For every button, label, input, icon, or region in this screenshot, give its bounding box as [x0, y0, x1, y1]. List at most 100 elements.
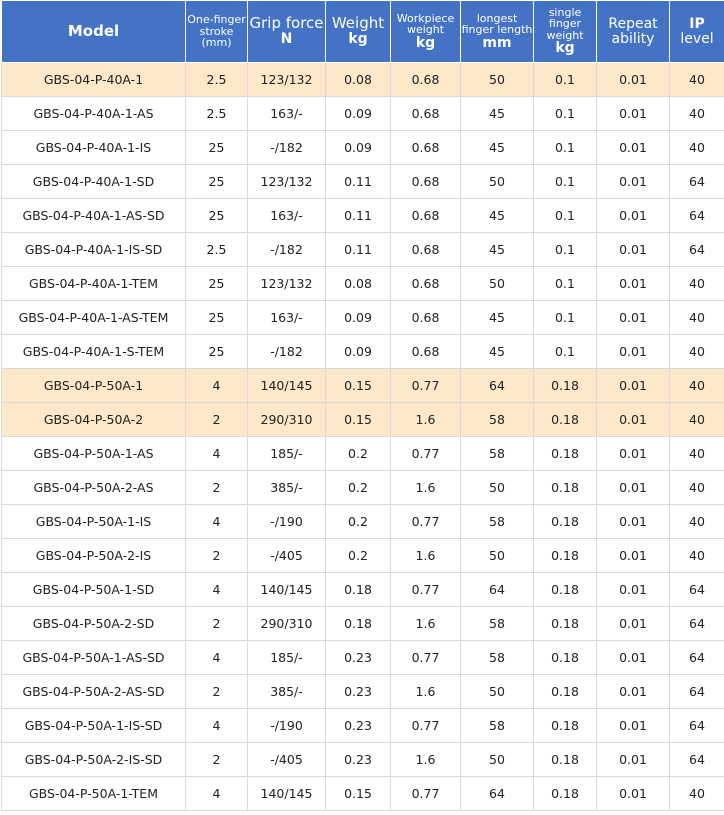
table-row: GBS-04-P-50A-2-SD 2 290/310 0.18 1.6 58 0.18 0.…	[1, 606, 724, 641]
cell-repeatability: 0.01	[596, 436, 670, 471]
cell-stroke: 4	[185, 436, 248, 471]
cell-weight: 0.23	[325, 640, 391, 675]
cell-workpiece-weight: 0.68	[390, 266, 461, 301]
cell-model: GBS-04-P-40A-1-AS-SD	[1, 198, 186, 233]
table-row: GBS-04-P-50A-2-AS 2 385/- 0.2 1.6 50 0.18 0.01 4…	[1, 470, 724, 505]
header-workpiece-weight: Workpiece weight kg	[390, 0, 461, 63]
cell-repeatability: 0.01	[596, 368, 670, 403]
header-repeatability: Repeat ability	[596, 0, 670, 63]
cell-finger-weight: 0.18	[533, 436, 597, 471]
cell-finger-length: 58	[460, 504, 534, 539]
cell-stroke: 25	[185, 300, 248, 335]
cell-weight: 0.23	[325, 742, 391, 777]
cell-weight: 0.18	[325, 606, 391, 641]
cell-grip-force: -/182	[247, 334, 326, 369]
cell-grip-force: -/405	[247, 538, 326, 573]
cell-workpiece-weight: 0.68	[390, 96, 461, 131]
cell-ip-level: 64	[669, 164, 724, 199]
cell-weight: 0.11	[325, 164, 391, 199]
cell-ip-level: 40	[669, 96, 724, 131]
cell-workpiece-weight: 0.68	[390, 300, 461, 335]
cell-weight: 0.23	[325, 674, 391, 709]
cell-repeatability: 0.01	[596, 640, 670, 675]
cell-stroke: 2	[185, 402, 248, 437]
cell-ip-level: 40	[669, 266, 724, 301]
cell-weight: 0.08	[325, 266, 391, 301]
cell-stroke: 2.5	[185, 232, 248, 267]
cell-finger-length: 50	[460, 470, 534, 505]
cell-finger-length: 50	[460, 266, 534, 301]
cell-grip-force: -/190	[247, 708, 326, 743]
header-model: Model	[1, 0, 186, 63]
cell-stroke: 4	[185, 572, 248, 607]
cell-repeatability: 0.01	[596, 402, 670, 437]
cell-repeatability: 0.01	[596, 96, 670, 131]
cell-model: GBS-04-P-40A-1-IS	[1, 130, 186, 165]
cell-model: GBS-04-P-50A-2-SD	[1, 606, 186, 641]
cell-ip-level: 64	[669, 742, 724, 777]
table-row: GBS-04-P-50A-2 2 290/310 0.15 1.6 58 0.18 0.01 4…	[1, 402, 724, 437]
cell-model: GBS-04-P-40A-1-IS-SD	[1, 232, 186, 267]
table-row: GBS-04-P-40A-1-IS-SD 2.5 -/182 0.11 0.68 45 0.…	[1, 232, 724, 267]
cell-workpiece-weight: 0.68	[390, 198, 461, 233]
cell-finger-length: 58	[460, 708, 534, 743]
cell-finger-weight: 0.1	[533, 266, 597, 301]
cell-weight: 0.11	[325, 198, 391, 233]
cell-repeatability: 0.01	[596, 266, 670, 301]
cell-finger-weight: 0.18	[533, 538, 597, 573]
cell-model: GBS-04-P-50A-1-SD	[1, 572, 186, 607]
cell-finger-weight: 0.1	[533, 198, 597, 233]
cell-ip-level: 40	[669, 538, 724, 573]
cell-weight: 0.23	[325, 708, 391, 743]
cell-workpiece-weight: 0.77	[390, 572, 461, 607]
cell-repeatability: 0.01	[596, 334, 670, 369]
cell-finger-weight: 0.18	[533, 776, 597, 811]
cell-weight: 0.09	[325, 334, 391, 369]
cell-ip-level: 64	[669, 674, 724, 709]
cell-ip-level: 64	[669, 232, 724, 267]
cell-ip-level: 40	[669, 504, 724, 539]
cell-repeatability: 0.01	[596, 232, 670, 267]
cell-workpiece-weight: 0.68	[390, 164, 461, 199]
cell-ip-level: 40	[669, 300, 724, 335]
cell-finger-length: 64	[460, 572, 534, 607]
cell-grip-force: 123/132	[247, 266, 326, 301]
cell-workpiece-weight: 0.77	[390, 368, 461, 403]
cell-stroke: 2	[185, 674, 248, 709]
cell-finger-length: 50	[460, 164, 534, 199]
cell-weight: 0.2	[325, 504, 391, 539]
cell-stroke: 4	[185, 708, 248, 743]
cell-stroke: 25	[185, 334, 248, 369]
cell-finger-length: 45	[460, 198, 534, 233]
table-row: GBS-04-P-40A-1-TEM 25 123/132 0.08 0.68 50 0.1…	[1, 266, 724, 301]
cell-model: GBS-04-P-50A-2-AS-SD	[1, 674, 186, 709]
header-grip-force: Grip force N	[247, 0, 326, 63]
cell-grip-force: 185/-	[247, 436, 326, 471]
cell-finger-length: 58	[460, 640, 534, 675]
header-row: Model One-finger stroke (mm) Grip force …	[1, 0, 724, 63]
cell-weight: 0.09	[325, 130, 391, 165]
cell-finger-weight: 0.1	[533, 62, 597, 97]
cell-finger-length: 64	[460, 776, 534, 811]
cell-weight: 0.15	[325, 402, 391, 437]
cell-weight: 0.2	[325, 538, 391, 573]
cell-finger-weight: 0.18	[533, 640, 597, 675]
header-finger-length: longest finger length mm	[460, 0, 534, 63]
cell-stroke: 4	[185, 368, 248, 403]
cell-workpiece-weight: 1.6	[390, 402, 461, 437]
cell-finger-weight: 0.18	[533, 674, 597, 709]
cell-grip-force: 163/-	[247, 300, 326, 335]
cell-finger-length: 45	[460, 300, 534, 335]
cell-weight: 0.09	[325, 96, 391, 131]
cell-ip-level: 64	[669, 640, 724, 675]
header-ip-level: IP level	[669, 0, 724, 63]
table-row: GBS-04-P-50A-2-IS 2 -/405 0.2 1.6 50 0.18 0.01 4…	[1, 538, 724, 573]
cell-workpiece-weight: 0.77	[390, 640, 461, 675]
cell-model: GBS-04-P-50A-2	[1, 402, 186, 437]
table-row: GBS-04-P-50A-1-AS 4 185/- 0.2 0.77 58 0.18 0.01…	[1, 436, 724, 471]
cell-repeatability: 0.01	[596, 708, 670, 743]
cell-workpiece-weight: 0.68	[390, 232, 461, 267]
cell-ip-level: 64	[669, 606, 724, 641]
cell-ip-level: 64	[669, 198, 724, 233]
